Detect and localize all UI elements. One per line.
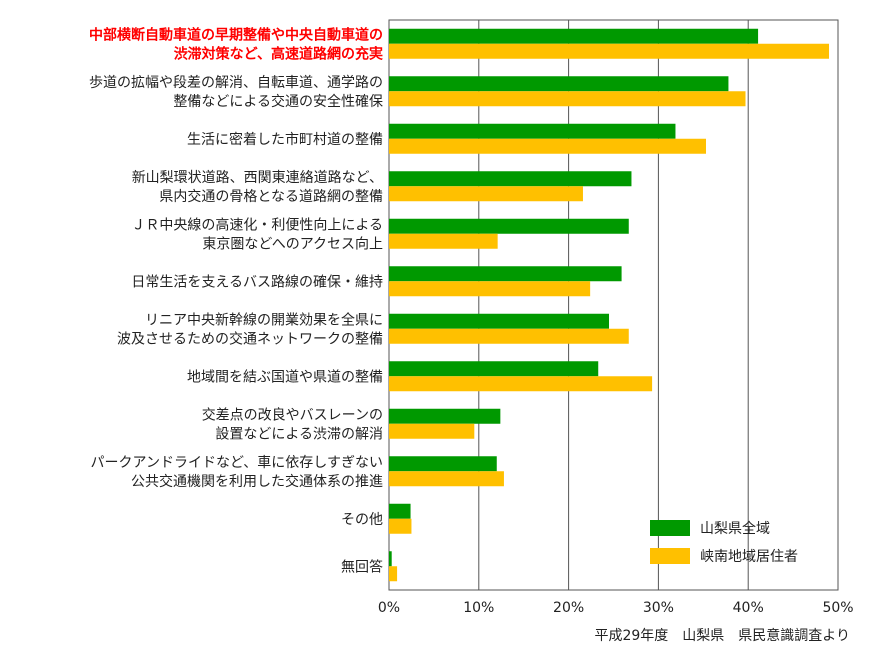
source-note: 平成29年度 山梨県 県民意識調査より (594, 628, 850, 644)
bar-all (389, 218, 629, 234)
bar-all (389, 76, 729, 92)
bar-all (389, 456, 497, 472)
category-label: 交差点の改良やバスレーンの (202, 406, 383, 423)
x-tick-label: 30% (643, 600, 674, 616)
bar-kyonan (389, 43, 830, 59)
category-label: 歩道の拡幅や段差の解消、自転車道、通学路の (89, 74, 383, 91)
bar-kyonan (389, 233, 498, 249)
bar-kyonan (389, 376, 653, 392)
bar-all (389, 551, 392, 567)
legend-label: 峡南地域居住者 (700, 549, 798, 565)
category-label: その他 (341, 512, 383, 528)
plot-frame (388, 19, 839, 591)
category-label: 渋滞対策など、高速道路網の充実 (174, 45, 383, 62)
x-tick-label: 0% (378, 600, 400, 616)
bar-kyonan (389, 423, 475, 439)
category-label: リニア中央新幹線の開業効果を全県に (145, 311, 383, 328)
x-tick-label: 40% (733, 600, 764, 616)
bar-kyonan (389, 471, 504, 487)
category-label: 整備などによる交通の安全性確保 (173, 93, 383, 110)
bar-all (389, 28, 759, 44)
bar-all (389, 313, 610, 329)
category-label: 生活に密着した市町村道の整備 (187, 131, 383, 148)
bar-all (389, 503, 411, 519)
category-label: パークアンドライドなど、車に依存しすぎない (91, 454, 383, 471)
category-label: 公共交通機関を利用した交通体系の推進 (131, 473, 383, 490)
category-label: 日常生活を支えるバス路線の確保・維持 (131, 274, 383, 290)
category-label: 県内交通の骨格となる道路網の整備 (159, 188, 383, 205)
bar-kyonan (389, 328, 629, 344)
category-label: 中部横断自動車道の早期整備や中央自動車道の (89, 26, 383, 43)
bar-kyonan (389, 566, 398, 582)
bar-all (389, 266, 622, 282)
category-label: 波及させるための交通ネットワークの整備 (117, 330, 383, 347)
bar-kyonan (389, 518, 412, 534)
bar-all (389, 361, 599, 377)
category-label: 無回答 (341, 558, 383, 575)
bar-all (389, 123, 676, 139)
bar-kyonan (389, 186, 583, 202)
legend-swatch (650, 520, 690, 536)
legend-swatch (650, 548, 690, 564)
x-tick-label: 20% (553, 600, 584, 616)
category-label: 設置などによる渋滞の解消 (215, 426, 383, 442)
legend-label: 山梨県全域 (700, 520, 770, 537)
x-tick-label: 10% (463, 600, 494, 616)
x-tick-label: 50% (822, 600, 853, 616)
category-label: 地域間を結ぶ国道や県道の整備 (187, 369, 383, 385)
category-label: ＪＲ中央線の高速化・利便性向上による (131, 216, 383, 233)
bar-kyonan (389, 91, 746, 107)
category-label: 新山梨環状道路、西関東連絡道路など、 (132, 170, 383, 186)
bar-all (389, 171, 632, 187)
bar-kyonan (389, 138, 706, 154)
bar-all (389, 408, 501, 424)
category-label: 東京圏などへのアクセス向上 (202, 236, 383, 252)
bar-kyonan (389, 281, 591, 297)
